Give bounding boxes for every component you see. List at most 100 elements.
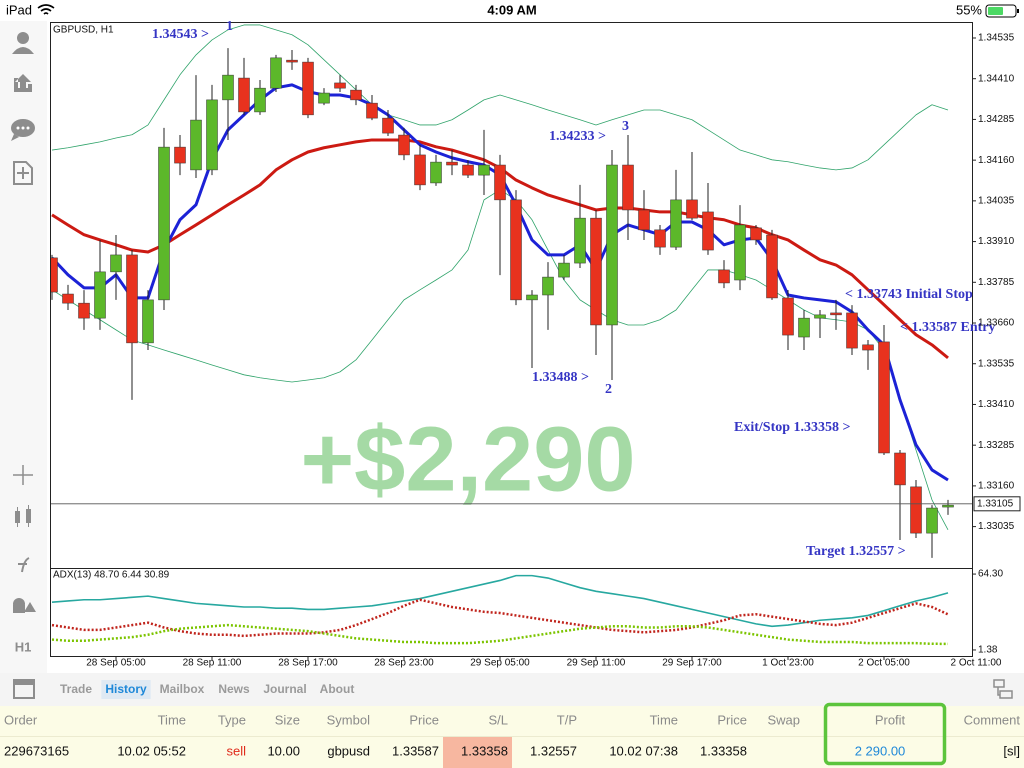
wifi-icon xyxy=(37,4,55,15)
timeframe[interactable]: H1 xyxy=(15,639,32,654)
current-price-label: 1.33105 xyxy=(977,498,1014,509)
candle-body xyxy=(526,294,538,301)
column-header: Time xyxy=(158,712,186,727)
annotation: 1.33488 > xyxy=(532,370,589,385)
candle-body xyxy=(142,299,154,344)
table-cell: 1.33358 xyxy=(700,743,747,758)
candle-body xyxy=(638,209,650,231)
calendar-icon[interactable] xyxy=(13,679,35,699)
candle-body xyxy=(238,77,250,113)
candle-body xyxy=(766,234,778,299)
column-header: Time xyxy=(650,712,678,727)
y-tick-label: 1.34410 xyxy=(978,73,1015,84)
candle-body xyxy=(862,344,874,351)
tab[interactable]: About xyxy=(320,682,355,696)
table-cell: 10.02 05:52 xyxy=(117,743,186,758)
annotation: 2 xyxy=(605,382,612,397)
layout-icon[interactable] xyxy=(993,679,1013,699)
y-tick-label: 1.33285 xyxy=(978,440,1015,451)
candle-body xyxy=(222,74,234,101)
device-name: iPad xyxy=(6,2,32,17)
candle-body xyxy=(670,199,682,248)
candle-body xyxy=(590,217,602,326)
x-tick-label: 28 Sep 05:00 xyxy=(86,658,146,669)
chart-title: GBPUSD, H1 xyxy=(53,25,114,36)
candle-body xyxy=(718,269,730,284)
candle-body xyxy=(574,217,586,264)
chart-frame xyxy=(50,22,973,657)
candle-body xyxy=(782,297,794,336)
annotation: 1 xyxy=(226,19,233,34)
indicator-line xyxy=(51,24,949,171)
stop-loss-cell xyxy=(443,737,512,768)
x-tick-label: 28 Sep 23:00 xyxy=(374,658,434,669)
active-tab-background xyxy=(101,680,151,699)
annotation: 1.34543 > xyxy=(152,27,209,42)
candle-body xyxy=(814,314,826,319)
annotation: Target 1.32557 > xyxy=(806,544,906,559)
candle-body xyxy=(910,486,922,534)
candle-body xyxy=(494,164,506,201)
candle-body xyxy=(702,211,714,251)
column-header: Symbol xyxy=(327,712,370,727)
table-cell: [sl] xyxy=(1003,743,1020,758)
battery-icon xyxy=(985,4,1019,18)
candle-body xyxy=(126,254,138,344)
candle-body xyxy=(286,59,298,63)
candle-body xyxy=(270,57,282,89)
table-cell: 10.00 xyxy=(267,743,300,758)
sidebar-icons[interactable] xyxy=(11,32,36,613)
profit-overlay: +$2,290 xyxy=(300,408,635,510)
candle-body xyxy=(926,507,938,534)
candle-body xyxy=(318,92,330,104)
y-tick-label: 1.33910 xyxy=(978,236,1015,247)
table-cell: 10.02 07:38 xyxy=(609,743,678,758)
y-tick-label: 1.38 xyxy=(978,645,998,656)
column-header: Price xyxy=(409,712,439,727)
tab[interactable]: News xyxy=(218,682,250,696)
candle-body xyxy=(382,117,394,134)
current-price-box xyxy=(973,496,1021,512)
table-cell: sell xyxy=(226,743,246,758)
x-tick-label: 1 Oct 23:00 xyxy=(762,658,814,669)
price-plot xyxy=(51,24,954,558)
candle-body xyxy=(62,293,74,304)
candle-body xyxy=(350,89,362,101)
tab[interactable]: Trade xyxy=(60,682,92,696)
tab[interactable]: Journal xyxy=(263,682,306,696)
y-tick-label: 1.33035 xyxy=(978,521,1015,532)
adx-plot xyxy=(51,574,949,646)
tab[interactable]: Mailbox xyxy=(160,682,205,696)
candle-body xyxy=(254,87,266,113)
y-tick-label: 1.34285 xyxy=(978,114,1015,125)
annotation: 3 xyxy=(622,119,629,134)
indicator-line xyxy=(51,598,949,638)
column-header: T/P xyxy=(557,712,577,727)
y-tick-label: 1.33785 xyxy=(978,277,1015,288)
status-bar xyxy=(0,0,1024,21)
candle-body xyxy=(686,199,698,219)
candle-body xyxy=(94,271,106,319)
column-header: Comment xyxy=(964,712,1021,727)
candle-body xyxy=(894,452,906,486)
y-tick-label: 1.34160 xyxy=(978,155,1015,166)
x-tick-label: 2 Oct 11:00 xyxy=(951,658,1002,669)
candle-body xyxy=(110,254,122,273)
column-header: S/L xyxy=(488,712,508,727)
battery-level: 55% xyxy=(956,2,982,17)
candle-body xyxy=(398,134,410,156)
candle-body xyxy=(478,164,490,176)
sidebar xyxy=(0,21,47,673)
tab[interactable]: History xyxy=(105,682,147,696)
annotation: Exit/Stop 1.33358 > xyxy=(734,420,851,435)
x-tick-label: 2 Oct 05:00 xyxy=(858,658,910,669)
column-header: Size xyxy=(275,712,300,727)
y-tick-label: 1.34035 xyxy=(978,195,1015,206)
y-tick-label: 1.33160 xyxy=(978,481,1015,492)
column-header: Order xyxy=(4,712,38,727)
candle-body xyxy=(78,302,90,319)
candle-body xyxy=(942,504,954,508)
y-tick-label: 1.33535 xyxy=(978,358,1015,369)
candle-body xyxy=(51,257,58,293)
candle-body xyxy=(606,164,618,326)
